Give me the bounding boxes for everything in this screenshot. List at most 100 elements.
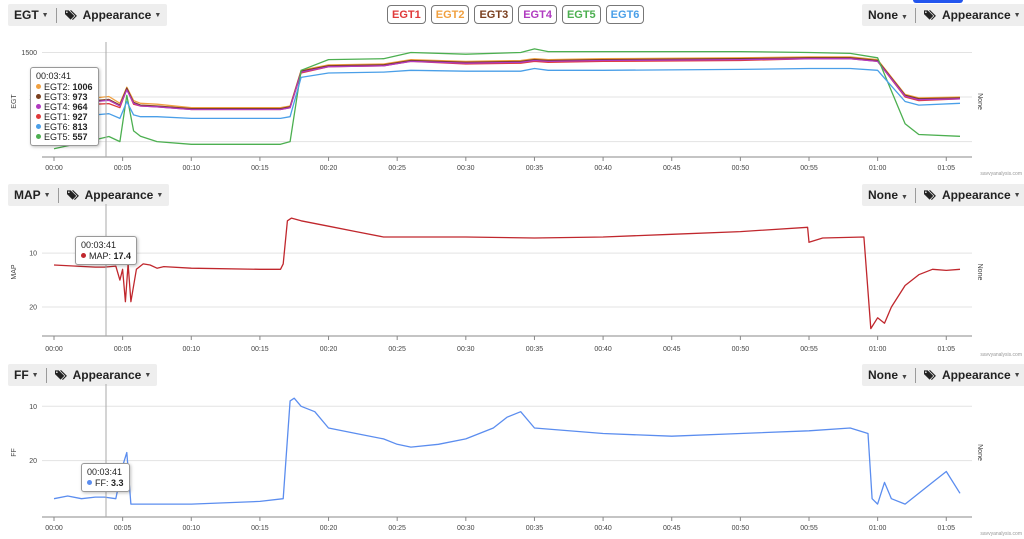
legend-toggle-egt6[interactable]: EGT6 <box>605 5 645 24</box>
series-line-ff <box>53 397 961 505</box>
x-tick-label: 00:45 <box>663 525 681 532</box>
legend-toggle-egt2[interactable]: EGT2 <box>430 5 470 24</box>
egt-appearance-button[interactable]: Appearance ▼ <box>64 8 161 22</box>
legend-toggle-egt5[interactable]: EGT5 <box>561 5 601 24</box>
caret-down-icon: ▼ <box>901 14 908 21</box>
map-appearance-button[interactable]: Appearance ▼ <box>66 188 164 202</box>
x-tick-label: 01:05 <box>938 346 956 353</box>
ff-appearance-button[interactable]: Appearance ▼ <box>54 368 152 382</box>
x-tick-label: 00:25 <box>388 165 406 172</box>
appearance-label: Appearance <box>84 188 154 202</box>
appearance-label: Appearance <box>72 368 142 382</box>
x-tick-label: 00:00 <box>45 165 63 172</box>
x-tick-label: 00:35 <box>526 346 544 353</box>
map-right-appearance-button[interactable]: Appearance ▼ <box>923 188 1021 202</box>
series-dot <box>36 94 41 99</box>
legend-toggle-egt1[interactable]: EGT1 <box>387 5 426 24</box>
x-tick-label: 00:05 <box>114 346 132 353</box>
tooltip-series-name: EGT1 <box>44 112 68 122</box>
x-tick-label: 00:55 <box>800 165 818 172</box>
tooltip-row: EGT6: 813 <box>36 122 93 132</box>
tooltip-series-name: EGT6 <box>44 122 68 132</box>
top-accent-bar <box>913 0 963 3</box>
appearance-label: Appearance <box>941 188 1011 202</box>
right-axis-title: None <box>976 444 983 461</box>
tooltip-value: 1006 <box>72 82 93 92</box>
x-tick-label: 01:05 <box>938 165 956 172</box>
watermark: savvyanalysis.com <box>980 531 1022 537</box>
x-tick-label: 00:50 <box>732 165 750 172</box>
map-y-axis-title: MAP <box>11 264 18 280</box>
y-tick-label: 20 <box>29 458 37 465</box>
x-tick-label: 01:00 <box>869 525 887 532</box>
x-tick-label: 00:50 <box>732 346 750 353</box>
divider <box>57 187 59 203</box>
map-right-axis-selector[interactable]: None ▼ <box>868 188 908 202</box>
x-tick-label: 00:20 <box>320 525 338 532</box>
y-tick-label: 10 <box>29 404 37 411</box>
map-metric-selector[interactable]: MAP <box>14 188 41 202</box>
ff-metric-controls: FF ▼ Appearance ▼ <box>8 364 158 386</box>
x-tick-label: 00:10 <box>183 165 201 172</box>
x-tick-label: 00:00 <box>45 525 63 532</box>
series-dot <box>36 114 41 119</box>
x-tick-label: 00:00 <box>45 346 63 353</box>
x-tick-label: 00:15 <box>251 346 269 353</box>
tooltip-series-name: EGT3 <box>44 92 68 102</box>
caret-down-icon: ▼ <box>156 191 164 199</box>
series-line-map <box>53 217 961 330</box>
tooltip-series-name: EGT5 <box>44 132 68 142</box>
ff-metric-selector[interactable]: FF <box>14 368 29 382</box>
caret-down-icon: ▼ <box>144 371 152 379</box>
tag-icon <box>66 189 79 201</box>
x-tick-label: 00:35 <box>526 525 544 532</box>
map-right-controls: None ▼ Appearance ▼ <box>862 184 1024 206</box>
series-line-egt5 <box>53 48 961 150</box>
map-tooltip: 00:03:41 MAP: 17.4 <box>75 236 138 265</box>
ff-right-axis-selector[interactable]: None ▼ <box>868 368 908 382</box>
x-tick-label: 00:10 <box>183 525 201 532</box>
series-line-egt3 <box>53 57 961 110</box>
tooltip-value: 927 <box>72 112 88 122</box>
caret-down-icon: ▼ <box>41 11 49 19</box>
x-tick-label: 00:30 <box>457 525 475 532</box>
x-tick-label: 00:55 <box>800 346 818 353</box>
tooltip-series-name: EGT2 <box>44 82 68 92</box>
tooltip-series-name: MAP <box>89 251 109 261</box>
legend-toggle-egt4[interactable]: EGT4 <box>518 5 557 24</box>
x-tick-label: 00:45 <box>663 346 681 353</box>
series-line-egt6 <box>53 67 961 120</box>
egt-right-axis-selector[interactable]: None ▼ <box>868 8 908 22</box>
y-tick-label: 1500 <box>21 50 37 57</box>
egt-metric-controls: EGT ▼ Appearance ▼ <box>8 4 168 26</box>
tooltip-row: MAP: 17.4 <box>81 251 131 261</box>
x-tick-label: 00:10 <box>183 346 201 353</box>
tooltip-row: EGT4: 964 <box>36 102 93 112</box>
x-tick-label: 00:45 <box>663 165 681 172</box>
x-tick-label: 00:30 <box>457 346 475 353</box>
legend-toggle-egt3[interactable]: EGT3 <box>474 5 514 24</box>
x-tick-label: 00:20 <box>320 346 338 353</box>
x-tick-label: 00:50 <box>732 525 750 532</box>
x-tick-label: 00:30 <box>457 165 475 172</box>
tooltip-row: FF: 3.3 <box>87 478 124 488</box>
right-axis-label: None <box>868 368 898 382</box>
tooltip-series-name: EGT4 <box>44 102 68 112</box>
egt-metric-selector[interactable]: EGT <box>14 8 39 22</box>
right-axis-title: None <box>976 93 983 110</box>
tooltip-row: EGT1: 927 <box>36 112 93 122</box>
caret-down-icon: ▼ <box>1013 371 1021 379</box>
ff-right-appearance-button[interactable]: Appearance ▼ <box>923 368 1021 382</box>
series-dot <box>81 253 86 258</box>
tag-icon <box>54 369 67 381</box>
divider <box>914 7 916 23</box>
series-line-egt4 <box>53 58 961 111</box>
divider <box>914 367 916 383</box>
x-tick-label: 00:25 <box>388 525 406 532</box>
egt-right-appearance-button[interactable]: Appearance ▼ <box>923 8 1021 22</box>
series-dot <box>36 104 41 109</box>
egt-series-legend: EGT1 EGT2 EGT3 EGT4 EGT5 EGT6 <box>387 5 645 24</box>
